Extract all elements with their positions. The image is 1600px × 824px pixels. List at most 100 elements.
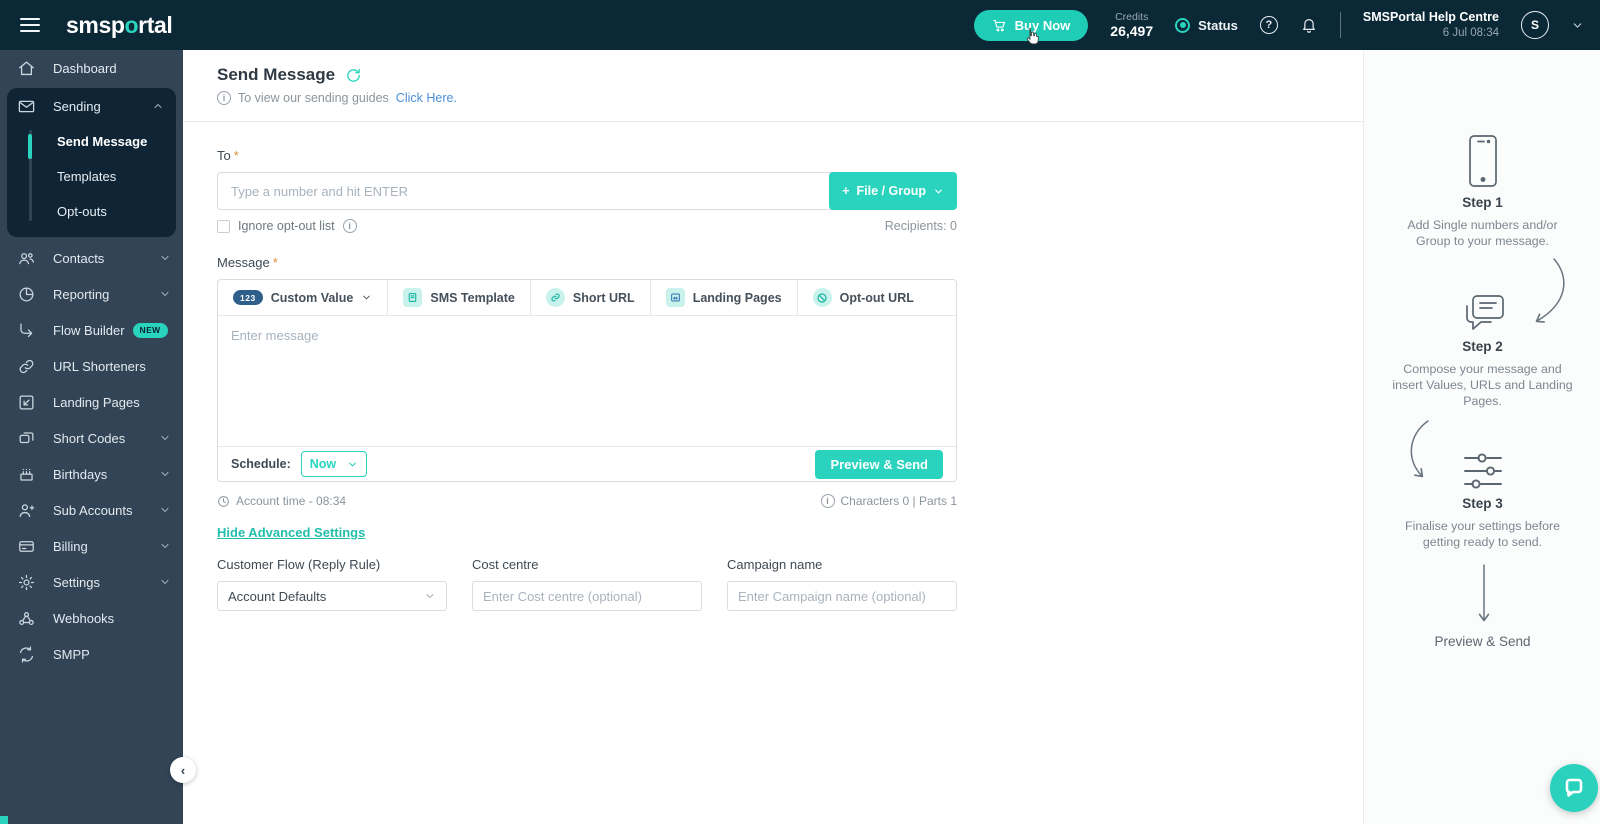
- sidebar-item-sending[interactable]: Sending: [7, 88, 176, 124]
- help-centre-info[interactable]: SMSPortal Help Centre 6 Jul 08:34: [1363, 10, 1499, 40]
- page-header: Send Message i To view our sending guide…: [183, 50, 1363, 122]
- cost-centre-input[interactable]: [472, 581, 702, 611]
- sidebar-collapse-button[interactable]: ‹: [170, 757, 196, 783]
- chevron-down-icon: [159, 504, 171, 516]
- mail-icon: [17, 97, 36, 116]
- refresh-icon[interactable]: [345, 67, 362, 84]
- toolbar-separator: [387, 280, 389, 315]
- sidebar-item-label: Sub Accounts: [53, 502, 133, 518]
- link-icon: [17, 357, 36, 376]
- clock-icon: [217, 495, 230, 508]
- cake-icon: [17, 465, 36, 484]
- message-card: 123 Custom Value SMS Template Short URL: [217, 279, 957, 482]
- required-asterisk: *: [233, 148, 239, 163]
- submenu-track: [29, 130, 32, 221]
- help-icon[interactable]: ?: [1259, 16, 1278, 34]
- sidebar-item-flow-builder[interactable]: Flow Builder NEW: [0, 312, 183, 348]
- sending-submenu: Sending Send Message Templates Opt-outs: [7, 88, 176, 237]
- toolbar-separator: [529, 280, 531, 315]
- sidebar-item-birthdays[interactable]: Birthdays: [0, 456, 183, 492]
- credits-value: 26,497: [1110, 22, 1154, 39]
- curved-arrow-icon: [1410, 420, 1429, 478]
- campaign-name-input[interactable]: [727, 581, 957, 611]
- sidebar-item-landing-pages[interactable]: Landing Pages: [0, 384, 183, 420]
- contacts-icon: [17, 249, 36, 268]
- sidebar-item-url-shorteners[interactable]: URL Shorteners: [0, 348, 183, 384]
- optout-url-button[interactable]: Opt-out URL: [798, 280, 929, 315]
- curved-arrow-icon: [1535, 258, 1565, 323]
- account-time: Account time - 08:34: [236, 494, 347, 508]
- toolbar-separator: [796, 280, 798, 315]
- sidebar-item-short-codes[interactable]: Short Codes: [0, 420, 183, 456]
- landing-pages-button[interactable]: Landing Pages: [651, 280, 797, 315]
- hide-advanced-settings-link[interactable]: Hide Advanced Settings: [217, 525, 366, 540]
- to-label: To *: [217, 148, 239, 163]
- sidebar-item-label: Billing: [53, 538, 88, 554]
- sidebar-item-reporting[interactable]: Reporting: [0, 276, 183, 312]
- customer-flow-label: Customer Flow (Reply Rule): [217, 557, 381, 572]
- sidebar-item-label: Webhooks: [53, 610, 115, 626]
- landing-pages-icon: [17, 393, 36, 412]
- sidebar-item-label: Dashboard: [53, 60, 117, 76]
- sidebar-item-label: Landing Pages: [53, 394, 140, 410]
- bell-icon[interactable]: [1300, 16, 1318, 34]
- sidebar-item-label: Birthdays: [53, 466, 108, 482]
- hamburger-menu-icon[interactable]: [20, 18, 40, 32]
- buy-now-button[interactable]: Buy Now: [973, 9, 1089, 41]
- schedule-dropdown[interactable]: Now: [300, 451, 367, 477]
- file-group-button[interactable]: + File / Group: [829, 172, 957, 210]
- sidebar-item-templates[interactable]: Templates: [57, 169, 117, 184]
- sidebar-item-label: Contacts: [53, 250, 105, 266]
- ignore-optout-checkbox[interactable]: [217, 219, 230, 233]
- steps-panel: Step 1 Add Single numbers and/or Group t…: [1363, 50, 1600, 824]
- status-dot-icon: [1175, 17, 1191, 33]
- chat-widget-button[interactable]: [1550, 764, 1598, 812]
- app-logo[interactable]: smsportal: [66, 11, 173, 38]
- guide-text: To view our sending guides: [238, 91, 389, 105]
- sidebar-item-opt-outs[interactable]: Opt-outs: [57, 204, 107, 219]
- info-icon: i: [820, 494, 835, 508]
- chevron-down-icon: [159, 468, 171, 480]
- chevron-down-icon: [363, 295, 371, 300]
- avatar[interactable]: S: [1521, 11, 1549, 39]
- 123-badge-icon: 123: [233, 290, 263, 305]
- status-indicator[interactable]: Status: [1175, 17, 1238, 33]
- sidebar-item-label: Settings: [53, 574, 100, 590]
- status-label: Status: [1198, 17, 1238, 33]
- sidebar-item-smpp[interactable]: SMPP: [0, 636, 183, 672]
- sidebar-item-label: URL Shorteners: [53, 358, 146, 374]
- flow-builder-icon: [17, 321, 36, 340]
- user-plus-icon: [17, 501, 36, 520]
- chevron-down-icon: [159, 540, 171, 552]
- sidebar-item-settings[interactable]: Settings: [0, 564, 183, 600]
- chevron-down-icon: [159, 252, 171, 264]
- short-url-button[interactable]: Short URL: [531, 280, 650, 315]
- sliders-icon: [1364, 450, 1600, 492]
- custom-value-button[interactable]: 123 Custom Value: [218, 280, 387, 315]
- sidebar-item-label: Sending: [53, 98, 101, 114]
- guide-link[interactable]: Click Here.: [395, 91, 457, 105]
- preview-send-button[interactable]: Preview & Send: [815, 449, 943, 479]
- optout-url-icon: [812, 288, 832, 307]
- sidebar-item-contacts[interactable]: Contacts: [0, 240, 183, 276]
- webhook-icon: [17, 609, 36, 628]
- datetime-label: 6 Jul 08:34: [1442, 26, 1499, 39]
- chevron-down-icon: [348, 462, 356, 466]
- characters-info: Characters 0 | Parts 1: [840, 494, 958, 508]
- customer-flow-select[interactable]: Account Defaults: [217, 581, 447, 611]
- sidebar-item-sub-accounts[interactable]: Sub Accounts: [0, 492, 183, 528]
- step1-title: Step 1: [1462, 195, 1503, 210]
- new-badge: NEW: [132, 322, 168, 338]
- cart-icon: [992, 18, 1007, 33]
- sidebar-item-billing[interactable]: Billing: [0, 528, 183, 564]
- sidebar-item-send-message[interactable]: Send Message: [57, 134, 148, 149]
- sidebar-item-webhooks[interactable]: Webhooks: [0, 600, 183, 636]
- account-chevron-down-icon[interactable]: [1571, 19, 1584, 32]
- topbar: smsportal Buy Now Credits 26,497 Status …: [0, 0, 1600, 50]
- sms-template-button[interactable]: SMS Template: [388, 280, 530, 315]
- sidebar-item-dashboard[interactable]: Dashboard: [0, 50, 183, 86]
- gear-icon: [17, 573, 36, 592]
- message-textarea[interactable]: [218, 316, 956, 446]
- phone-icon: [1364, 133, 1600, 189]
- chevron-down-icon: [159, 576, 171, 588]
